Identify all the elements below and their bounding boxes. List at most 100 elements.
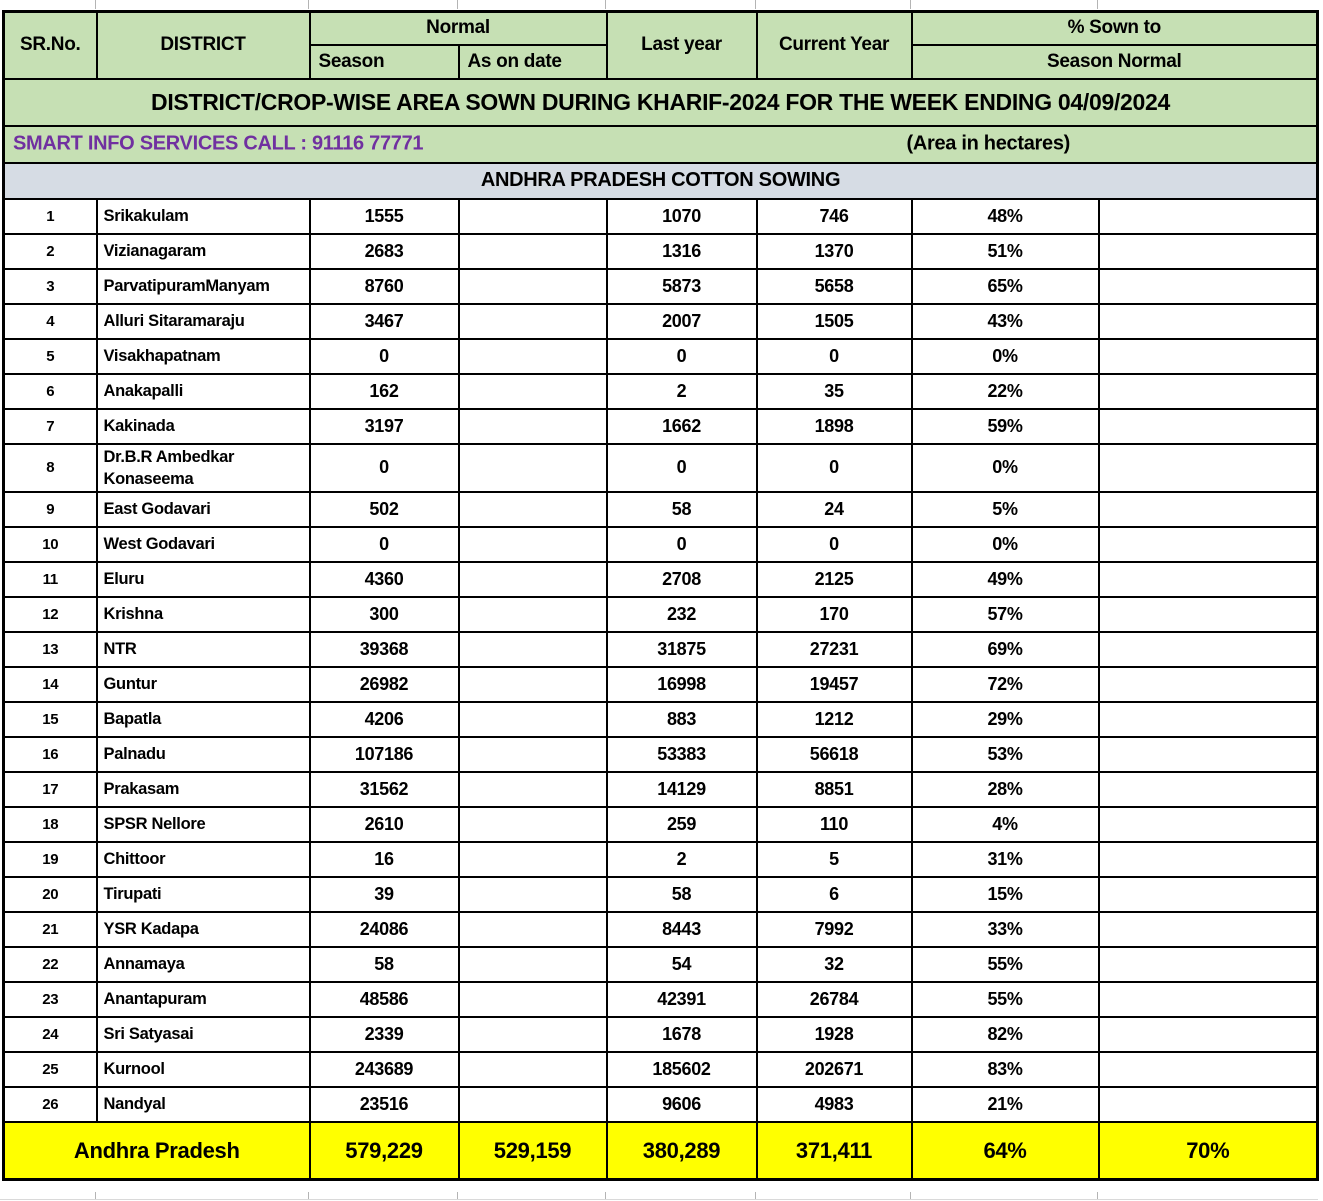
last-year-cell: 2 (605, 372, 758, 410)
district-cell: YSR Kadapa (95, 911, 311, 949)
blank-cell (1097, 981, 1319, 1019)
blank-cell (1097, 806, 1319, 844)
district-cell: Nandyal (95, 1086, 311, 1124)
table-row: 8 Dr.B.R Ambedkar Konaseema 0 0 0 0% (2, 442, 1319, 494)
season-cell: 24086 (308, 911, 460, 949)
pct-sown-cell: 4% (910, 806, 1100, 844)
table-header: SR.No. DISTRICT Normal Last year Current… (2, 10, 1319, 80)
last-year-cell: 1678 (605, 1016, 758, 1054)
sowing-report-table: DISTRICT/CROP-WISE AREA SOWN DURING KHAR… (2, 10, 1320, 1182)
district-cell: Kakinada (95, 407, 311, 445)
season-cell: 243689 (308, 1051, 460, 1089)
header-current-year: Current Year (755, 10, 913, 80)
season-cell: 39 (308, 876, 460, 914)
current-year-cell: 35 (755, 372, 913, 410)
as-on-date-cell (457, 491, 608, 529)
pct-sown-cell: 31% (910, 841, 1100, 879)
current-year-cell: 2125 (755, 561, 913, 599)
last-year-cell: 58 (605, 491, 758, 529)
blank-cell (1097, 197, 1319, 235)
sr-no-cell: 1 (2, 197, 98, 235)
pct-sown-cell: 21% (910, 1086, 1100, 1124)
current-year-cell: 1928 (755, 1016, 913, 1054)
pct-sown-cell: 69% (910, 631, 1100, 669)
sr-no-cell: 16 (2, 736, 98, 774)
last-year-cell: 0 (605, 442, 758, 494)
sr-no-cell: 22 (2, 946, 98, 984)
sr-no-cell: 3 (2, 267, 98, 305)
info-bar: SMART INFO SERVICES CALL : 91116 77771 (… (2, 124, 1319, 164)
current-year-cell: 7992 (755, 911, 913, 949)
pct-sown-cell: 5% (910, 491, 1100, 529)
last-year-cell: 1070 (605, 197, 758, 235)
sr-no-cell: 7 (2, 407, 98, 445)
pct-sown-cell: 51% (910, 232, 1100, 270)
district-cell: SPSR Nellore (95, 806, 311, 844)
pct-sown-cell: 65% (910, 267, 1100, 305)
as-on-date-cell (457, 806, 608, 844)
district-cell: Eluru (95, 561, 311, 599)
table-row: 3 ParvatipuramManyam 8760 5873 5658 65% (2, 267, 1319, 305)
header-sr-no: SR.No. (2, 10, 98, 80)
season-cell: 23516 (308, 1086, 460, 1124)
pct-sown-cell: 0% (910, 442, 1100, 494)
sr-no-cell: 13 (2, 631, 98, 669)
current-year-cell: 110 (755, 806, 913, 844)
current-year-cell: 170 (755, 596, 913, 634)
blank-cell (1097, 442, 1319, 494)
pct-sown-cell: 28% (910, 771, 1100, 809)
season-cell: 502 (308, 491, 460, 529)
sr-no-cell: 18 (2, 806, 98, 844)
current-year-cell: 1212 (755, 701, 913, 739)
current-year-cell: 746 (755, 197, 913, 235)
as-on-date-cell (457, 701, 608, 739)
area-unit-note: (Area in hectares) (906, 132, 1071, 155)
district-cell: Alluri Sitaramaraju (95, 302, 311, 340)
current-year-cell: 1505 (755, 302, 913, 340)
as-on-date-cell (457, 302, 608, 340)
header-as-on-date: As on date (457, 43, 608, 80)
district-cell: Guntur (95, 666, 311, 704)
last-year-cell: 1316 (605, 232, 758, 270)
total-pct-sown-2: 70% (1097, 1121, 1319, 1181)
gridline-tick (95, 1192, 96, 1200)
last-year-cell: 883 (605, 701, 758, 739)
table-row: 5 Visakhapatnam 0 0 0 0% (2, 337, 1319, 375)
gridline-tick (308, 1192, 309, 1200)
district-cell: Sri Satyasai (95, 1016, 311, 1054)
blank-cell (1097, 491, 1319, 529)
current-year-cell: 1898 (755, 407, 913, 445)
current-year-cell: 0 (755, 442, 913, 494)
gridline-tick (605, 0, 606, 9)
table-row: 6 Anakapalli 162 2 35 22% (2, 372, 1319, 410)
sr-no-cell: 8 (2, 442, 98, 494)
district-cell: West Godavari (95, 526, 311, 564)
sr-no-cell: 23 (2, 981, 98, 1019)
total-label: Andhra Pradesh (2, 1121, 311, 1181)
last-year-cell: 54 (605, 946, 758, 984)
table-row: 14 Guntur 26982 16998 19457 72% (2, 666, 1319, 704)
blank-cell (1097, 876, 1319, 914)
header-season-normal: Season Normal (910, 43, 1319, 80)
blank-cell (1097, 631, 1319, 669)
district-cell: Vizianagaram (95, 232, 311, 270)
pct-sown-cell: 55% (910, 981, 1100, 1019)
gridline-tick (1097, 0, 1098, 9)
as-on-date-cell (457, 631, 608, 669)
sr-no-cell: 6 (2, 372, 98, 410)
as-on-date-cell (457, 666, 608, 704)
branding-phone-text: SMART INFO SERVICES CALL : 91116 77771 (13, 132, 424, 155)
table-row: 20 Tirupati 39 58 6 15% (2, 876, 1319, 914)
as-on-date-cell (457, 526, 608, 564)
report-title-row: DISTRICT/CROP-WISE AREA SOWN DURING KHAR… (2, 77, 1319, 127)
district-cell: Prakasam (95, 771, 311, 809)
sr-no-cell: 2 (2, 232, 98, 270)
as-on-date-cell (457, 197, 608, 235)
header-last-year: Last year (605, 10, 758, 80)
last-year-cell: 58 (605, 876, 758, 914)
last-year-cell: 2708 (605, 561, 758, 599)
last-year-cell: 8443 (605, 911, 758, 949)
table-row: 13 NTR 39368 31875 27231 69% (2, 631, 1319, 669)
district-cell: Kurnool (95, 1051, 311, 1089)
as-on-date-cell (457, 876, 608, 914)
